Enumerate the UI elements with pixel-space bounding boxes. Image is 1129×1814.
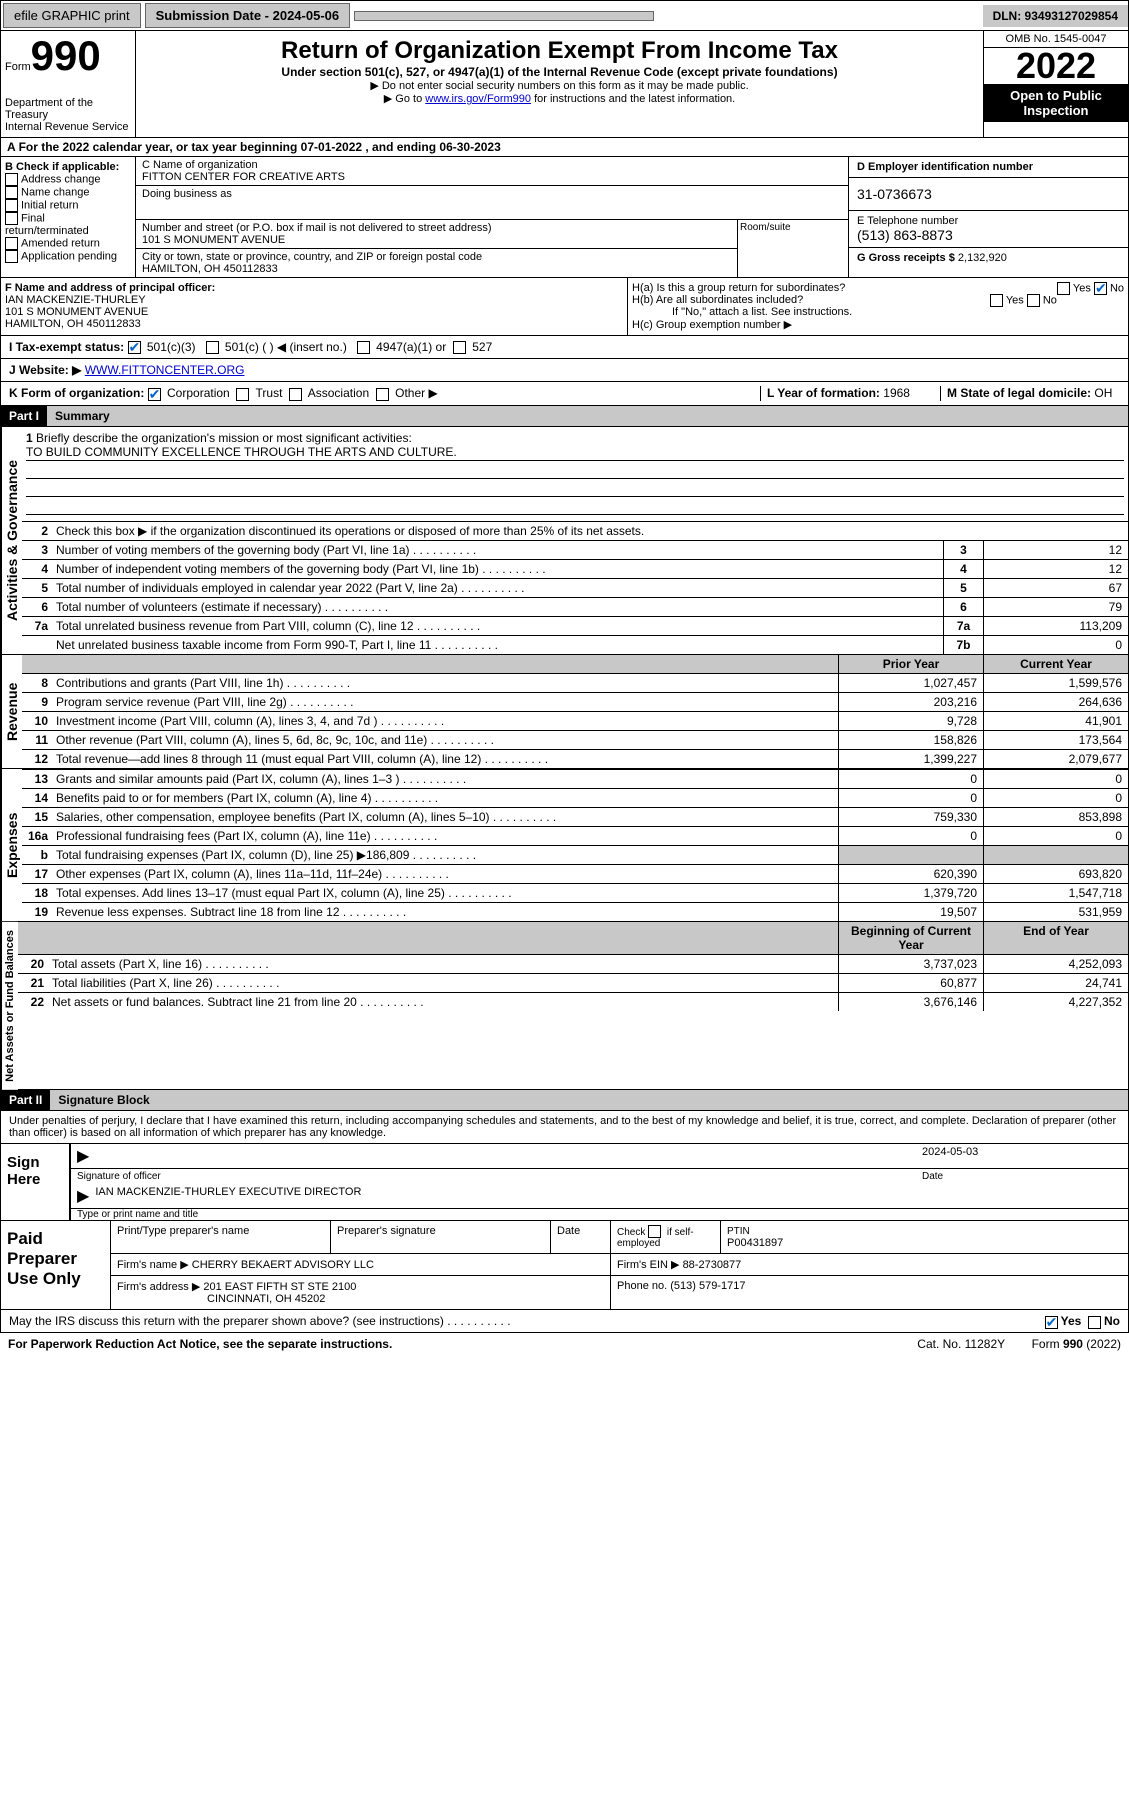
tab-net-assets: Net Assets or Fund Balances: [1, 922, 18, 1090]
dln: DLN: 93493127029854: [983, 5, 1128, 27]
form-subtitle: Under section 501(c), 527, or 4947(a)(1)…: [142, 65, 977, 79]
mission-text: TO BUILD COMMUNITY EXCELLENCE THROUGH TH…: [26, 445, 1124, 461]
open-public-2: Inspection: [1023, 103, 1088, 118]
goto-note: ▶ Go to www.irs.gov/Form990 for instruct…: [142, 92, 977, 105]
section-f-h: F Name and address of principal officer:…: [0, 278, 1129, 336]
tax-year-line: A For the 2022 calendar year, or tax yea…: [0, 138, 1129, 157]
section-b-c-d: B Check if applicable: Address change Na…: [0, 157, 1129, 278]
form-number: 990: [31, 32, 101, 79]
phone-value: (513) 863-8873: [857, 227, 953, 243]
dba-label: Doing business as: [136, 186, 848, 220]
cb-address[interactable]: Address change: [5, 173, 131, 186]
firm-name: CHERRY BEKAERT ADVISORY LLC: [192, 1259, 374, 1271]
ptin: P00431897: [727, 1237, 783, 1249]
ssn-note: ▶ Do not enter social security numbers o…: [142, 79, 977, 92]
f-label: F Name and address of principal officer:: [5, 282, 215, 294]
efile-btn[interactable]: efile GRAPHIC print: [3, 3, 141, 28]
activities-governance: Activities & Governance 1 Briefly descri…: [0, 427, 1129, 655]
street-label: Number and street (or P.O. box if mail i…: [142, 222, 492, 234]
ein-value: 31-0736673: [849, 178, 1128, 210]
officer-name: IAN MACKENZIE-THURLEY: [5, 294, 146, 306]
tab-revenue: Revenue: [1, 655, 22, 768]
officer-addr1: 101 S MONUMENT AVENUE: [5, 306, 148, 318]
cb-discuss-yes[interactable]: [1045, 1316, 1058, 1329]
irs: Internal Revenue Service: [5, 121, 131, 133]
street-val: 101 S MONUMENT AVENUE: [142, 234, 285, 246]
cb-final[interactable]: Final return/terminated: [5, 212, 131, 237]
cb-pending[interactable]: Application pending: [5, 250, 131, 263]
website-link[interactable]: WWW.FITTONCENTER.ORG: [85, 363, 245, 377]
page-footer: For Paperwork Reduction Act Notice, see …: [0, 1333, 1129, 1355]
hc-label: H(c) Group exemption number ▶: [632, 318, 1124, 331]
officer-addr2: HAMILTON, OH 450112833: [5, 318, 141, 330]
cb-501c3[interactable]: [128, 341, 141, 354]
firm-ein: 88-2730877: [683, 1259, 742, 1271]
b-label: B Check if applicable:: [5, 161, 119, 173]
firm-phone: (513) 579-1717: [670, 1280, 745, 1292]
line-i: I Tax-exempt status: 501(c)(3) 501(c) ( …: [0, 336, 1129, 359]
cb-initial[interactable]: Initial return: [5, 199, 131, 212]
tab-activities: Activities & Governance: [1, 427, 22, 654]
room-suite: Room/suite: [738, 220, 848, 277]
g-label: G Gross receipts $: [857, 252, 955, 264]
open-public-1: Open to Public: [1010, 88, 1102, 103]
tab-expenses: Expenses: [1, 769, 22, 921]
org-name: FITTON CENTER FOR CREATIVE ARTS: [142, 171, 345, 183]
form-header: Form990 Department of the Treasury Inter…: [0, 31, 1129, 138]
firm-addr2: CINCINNATI, OH 45202: [207, 1293, 325, 1305]
revenue-section: Revenue Prior YearCurrent Year 8Contribu…: [0, 655, 1129, 769]
e-label: E Telephone number: [857, 215, 958, 227]
c-label: C Name of organization: [142, 159, 258, 171]
irs-link[interactable]: www.irs.gov/Form990: [425, 93, 531, 105]
hb-label: H(b) Are all subordinates included?: [632, 294, 803, 306]
net-assets-section: Net Assets or Fund Balances Beginning of…: [0, 922, 1129, 1091]
ha-label: H(a) Is this a group return for subordin…: [632, 282, 845, 294]
cb-corp[interactable]: [148, 388, 161, 401]
city-val: HAMILTON, OH 450112833: [142, 263, 278, 275]
sign-here: Sign Here ▶2024-05-03 Signature of offic…: [0, 1144, 1129, 1221]
blank-btn: [354, 11, 654, 21]
part1-header: Part ISummary: [0, 406, 1129, 427]
line-j: J Website: ▶ WWW.FITTONCENTER.ORG: [0, 359, 1129, 382]
gross-receipts: 2,132,920: [958, 252, 1007, 264]
d-label: D Employer identification number: [849, 157, 1128, 178]
expenses-section: Expenses 13Grants and similar amounts pa…: [0, 769, 1129, 922]
line-k-l-m: K Form of organization: Corporation Trus…: [0, 382, 1129, 405]
cb-name[interactable]: Name change: [5, 186, 131, 199]
cb-discuss-no[interactable]: [1088, 1316, 1101, 1329]
firm-addr1: 201 EAST FIFTH ST STE 2100: [203, 1281, 356, 1293]
city-label: City or town, state or province, country…: [142, 251, 482, 263]
year-formation: 1968: [883, 386, 910, 400]
part2-header: Part IISignature Block: [0, 1090, 1129, 1111]
form-label: Form: [5, 61, 31, 73]
discuss-line: May the IRS discuss this return with the…: [0, 1310, 1129, 1333]
paid-preparer: Paid Preparer Use Only Print/Type prepar…: [0, 1221, 1129, 1310]
sig-date: 2024-05-03: [922, 1146, 1122, 1166]
hb-note: If "No," attach a list. See instructions…: [632, 306, 1124, 318]
topbar: efile GRAPHIC print Submission Date - 20…: [0, 0, 1129, 31]
submission-date: Submission Date - 2024-05-06: [145, 3, 351, 28]
sig-declaration: Under penalties of perjury, I declare th…: [0, 1111, 1129, 1144]
form-title: Return of Organization Exempt From Incom…: [142, 37, 977, 65]
state-domicile: OH: [1094, 386, 1112, 400]
tax-year: 2022: [984, 48, 1128, 84]
dept-treasury: Department of the Treasury: [5, 97, 131, 121]
officer-sig-name: IAN MACKENZIE-THURLEY EXECUTIVE DIRECTOR: [95, 1186, 361, 1206]
cb-amended[interactable]: Amended return: [5, 237, 131, 250]
